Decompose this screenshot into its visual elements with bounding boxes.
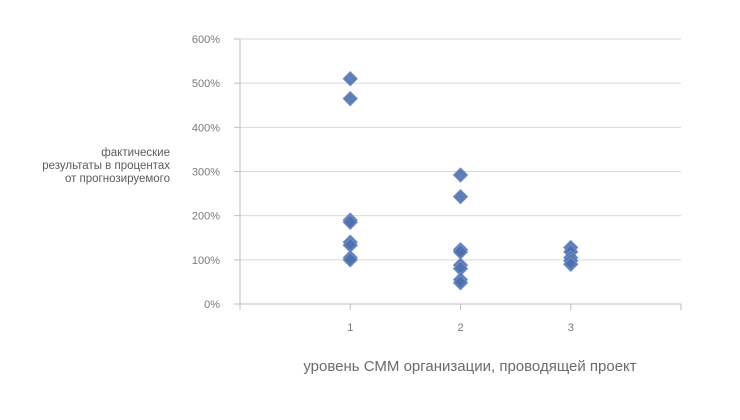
x-tick-labels: 1 2 3 [347,322,574,334]
x-tick-label: 1 [347,322,353,334]
gridlines [240,38,681,261]
data-point [342,90,358,107]
data-point [342,214,358,230]
y-tick-label: 100% [192,255,220,267]
data-point [452,167,469,183]
y-tick-label: 600% [192,34,220,46]
data-point [452,275,469,291]
y-tick-label: 200% [192,211,220,223]
data-point [452,188,469,205]
y-axis-label-line: результаты в процентах [42,160,170,172]
x-tick-label: 2 [457,322,463,334]
axes [234,38,682,310]
y-axis-label-line: фактические [101,147,170,159]
x-axis-label: уровень СММ организации, проводящей прое… [303,358,637,375]
y-axis-label: фактические результаты в процентах от пр… [0,147,170,186]
data-point [563,256,579,272]
x-tick-label: 3 [568,322,574,334]
y-tick-labels: 0% 100% 200% 300% 400% 500% 600% [192,34,220,311]
y-tick-label: 400% [192,122,220,134]
data-point [342,252,358,268]
data-points [342,71,579,291]
y-tick-label: 300% [192,167,220,179]
data-point [342,71,358,87]
y-tick-label: 0% [204,299,220,311]
y-tick-label: 500% [192,78,220,90]
y-axis-label-line: от прогнозируемого [64,173,170,185]
